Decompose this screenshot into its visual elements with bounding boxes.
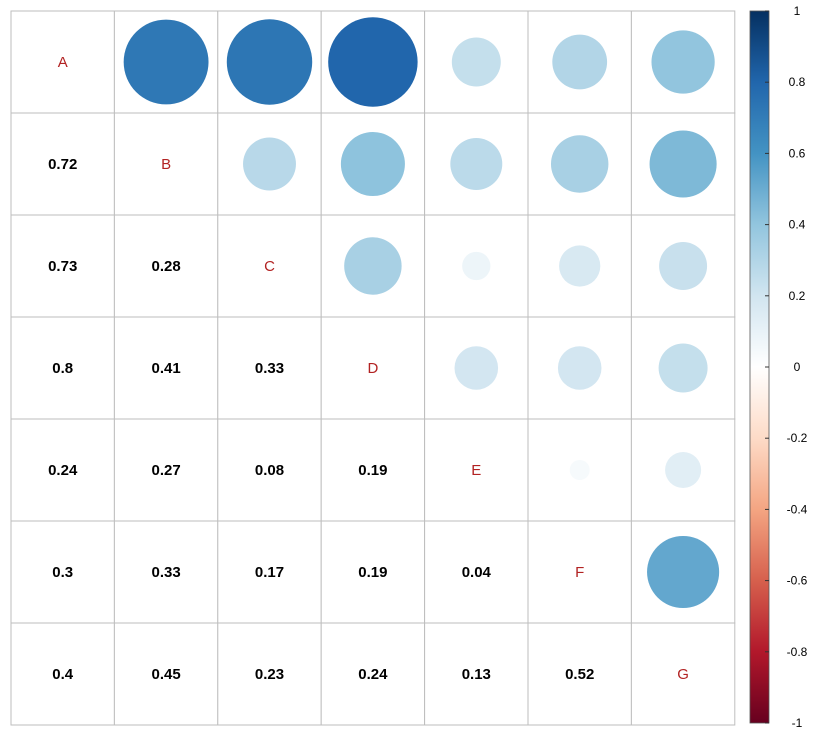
correlation-value: 0.23 xyxy=(255,666,284,683)
correlation-circle xyxy=(569,460,590,480)
correlation-value: 0.24 xyxy=(358,666,388,683)
grid-cell xyxy=(630,622,736,726)
correlation-value: 0.45 xyxy=(151,666,180,683)
variable-label-c: C xyxy=(264,258,275,275)
correlation-value: 0.4 xyxy=(52,666,74,683)
grid-cell xyxy=(113,316,219,420)
correlation-circle xyxy=(647,535,720,609)
correlation-value: 0.3 xyxy=(52,564,73,581)
colorbar-tick-label: 0.8 xyxy=(789,75,806,89)
grid-cell xyxy=(113,214,219,318)
variable-label-d: D xyxy=(367,360,378,377)
colorbar-tick-label: -0.6 xyxy=(787,574,808,588)
correlation-value: 0.24 xyxy=(48,462,78,479)
correlation-value: 0.41 xyxy=(151,360,180,377)
grid-cell xyxy=(630,112,736,216)
colorbar-tick-label: 0 xyxy=(794,360,801,374)
grid-cell xyxy=(10,10,115,114)
grid-cell xyxy=(424,520,529,624)
correlation-circle xyxy=(328,17,418,107)
correlation-circle xyxy=(665,451,702,489)
grid-cell xyxy=(217,418,322,522)
correlation-circle xyxy=(123,19,209,105)
correlation-value: 0.8 xyxy=(52,360,73,377)
correlation-circle xyxy=(454,346,499,390)
grid-cell xyxy=(217,520,322,624)
correlation-value: 0.17 xyxy=(255,564,284,581)
correlation-circle xyxy=(557,346,602,390)
variable-label-a: A xyxy=(58,54,68,71)
variable-label-f: F xyxy=(575,564,584,581)
correlation-value: 0.33 xyxy=(151,564,180,581)
correlation-circle xyxy=(552,34,608,90)
colorbar: 1 0.8 0.6 0.4 0.2 0 -0.2 -0.4 -0.6 -0.8 -1 xyxy=(749,4,808,730)
correlation-circle xyxy=(450,138,503,190)
matrix-cells: A 0.72 B 0.73 0.28 C 0.8 0.41 0.33 D 0.24 0.27 0.08 0… xyxy=(10,10,736,726)
correlation-value: 0.19 xyxy=(358,462,387,479)
grid-cell xyxy=(217,622,322,726)
correlation-value: 0.28 xyxy=(151,258,180,275)
correlation-circle xyxy=(226,19,313,105)
grid-cell xyxy=(10,418,115,522)
correlation-value: 0.19 xyxy=(358,564,387,581)
correlation-value: 0.52 xyxy=(565,666,594,683)
correlation-circle xyxy=(550,135,609,193)
colorbar-tick-label: -1 xyxy=(792,716,803,730)
correlation-value: 0.27 xyxy=(151,462,180,479)
correlation-value: 0.04 xyxy=(462,564,492,581)
colorbar-tick-label: -0.2 xyxy=(787,431,808,445)
correlation-circle xyxy=(658,343,708,393)
grid-cell xyxy=(113,520,219,624)
correlation-value: 0.33 xyxy=(255,360,284,377)
grid-cell xyxy=(10,112,115,216)
colorbar-tick-label: -0.8 xyxy=(787,645,808,659)
correlation-circle xyxy=(243,137,296,191)
colorbar-tick-label: 1 xyxy=(794,4,801,18)
correlation-circle xyxy=(451,37,501,87)
correlation-value: 0.08 xyxy=(255,462,284,479)
colorbar-tick-label: 0.4 xyxy=(789,218,806,232)
correlation-circle xyxy=(462,251,491,281)
grid-cell xyxy=(527,622,632,726)
correlation-value: 0.13 xyxy=(462,666,491,683)
correlation-value: 0.72 xyxy=(48,156,77,173)
correlation-value: 0.73 xyxy=(48,258,77,275)
grid-cell xyxy=(10,316,115,420)
correlation-circle xyxy=(659,242,708,290)
correlation-circle xyxy=(344,237,402,295)
grid-cell xyxy=(10,214,115,318)
variable-label-b: B xyxy=(161,156,171,173)
grid-cell xyxy=(320,316,426,420)
grid-cell xyxy=(320,520,426,624)
correlation-circle xyxy=(651,30,715,94)
correlation-circle xyxy=(649,130,717,198)
colorbar-tick-label: 0.2 xyxy=(789,289,806,303)
grid-cell xyxy=(424,622,529,726)
correlation-circle xyxy=(559,245,601,287)
grid-cell xyxy=(10,622,115,726)
correlation-circle xyxy=(340,131,405,197)
grid-cell xyxy=(10,520,115,624)
colorbar-tick-label: -0.4 xyxy=(787,502,808,516)
colorbar-tick-label: 0.6 xyxy=(789,146,806,160)
variable-label-g: G xyxy=(677,666,689,683)
grid-cell xyxy=(320,622,426,726)
grid-cell xyxy=(217,214,322,318)
variable-label-e: E xyxy=(471,462,481,479)
